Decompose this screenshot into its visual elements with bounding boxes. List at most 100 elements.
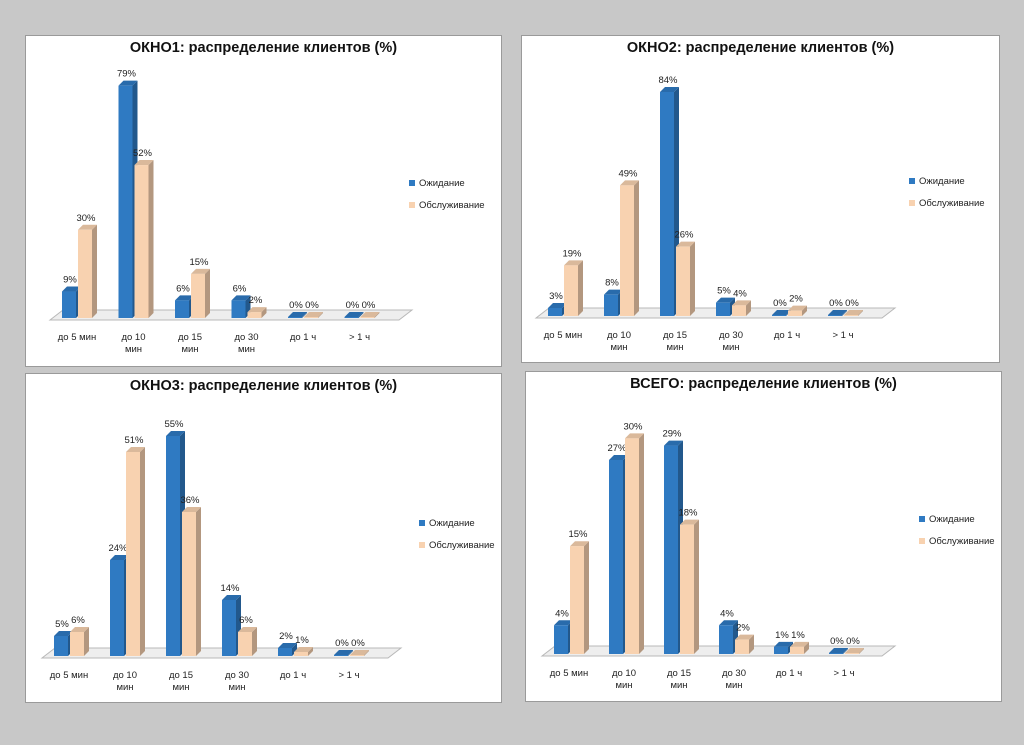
bar-service xyxy=(126,452,140,656)
bar-waiting xyxy=(110,560,124,656)
bar-side xyxy=(804,641,809,654)
legend-swatch-service xyxy=(909,200,915,206)
bar-top xyxy=(231,295,251,301)
x-tick-label: мин xyxy=(238,344,255,355)
bar-top xyxy=(247,307,267,313)
x-tick-label: до 10 xyxy=(121,332,145,343)
chart-panel-window2: ОКНО2: распределение клиентов (%) 3% 19% д… xyxy=(521,35,1000,363)
bar-side xyxy=(252,627,257,656)
bar-service xyxy=(238,632,252,656)
legend-label: Обслуживание xyxy=(929,536,995,547)
legend-swatch-waiting xyxy=(909,178,915,184)
bar-side xyxy=(302,312,307,318)
data-label: 84% xyxy=(658,75,678,86)
bar-top xyxy=(719,620,738,626)
bar-top xyxy=(70,627,89,632)
data-label: 14% xyxy=(220,583,240,594)
bar-top xyxy=(344,312,364,317)
bar-top xyxy=(182,507,201,512)
bar-top xyxy=(360,312,380,317)
bar-side xyxy=(318,312,323,318)
bar-service xyxy=(680,524,694,654)
data-label: 4% xyxy=(720,608,734,619)
bar-service xyxy=(134,165,149,318)
bar-waiting xyxy=(222,600,236,656)
bar-waiting xyxy=(554,625,568,654)
x-tick-label: до 5 мин xyxy=(58,332,96,343)
bar-top xyxy=(554,620,573,626)
bar-top xyxy=(350,650,369,655)
data-label: 15% xyxy=(189,257,209,268)
bar-service xyxy=(620,185,634,316)
data-label: 30% xyxy=(623,421,643,432)
bar-service xyxy=(732,305,746,316)
legend-label: Ожидание xyxy=(419,178,465,189)
bar-service xyxy=(570,546,584,654)
bar-waiting xyxy=(774,646,788,654)
data-label: 4% xyxy=(733,288,747,299)
data-label: 2% xyxy=(249,295,263,306)
data-label: 0% xyxy=(351,638,365,649)
bar-side xyxy=(802,305,807,316)
legend-swatch-service xyxy=(409,202,415,208)
bar-side xyxy=(639,433,644,654)
bar-top xyxy=(772,310,791,315)
bar-waiting xyxy=(829,653,843,654)
bar-top xyxy=(564,260,583,266)
legend-label: Ожидание xyxy=(929,514,975,525)
x-tick-label: до 1 ч xyxy=(774,330,800,341)
bar-service xyxy=(564,265,578,316)
data-label: 19% xyxy=(562,248,582,259)
data-label: 0% xyxy=(335,638,349,649)
x-tick-label: мин xyxy=(125,344,142,355)
bar-top xyxy=(126,447,145,452)
bar-top xyxy=(294,647,313,652)
x-tick-label: до 30 xyxy=(722,668,746,679)
bar-waiting xyxy=(344,317,359,318)
bar-top xyxy=(735,634,754,640)
x-tick-label: до 1 ч xyxy=(290,332,316,343)
x-tick-label: до 10 xyxy=(612,668,636,679)
x-tick-label: до 10 xyxy=(113,670,137,681)
bar-waiting xyxy=(660,92,674,316)
data-label: 49% xyxy=(618,168,638,179)
x-tick-label: до 15 xyxy=(178,332,202,343)
data-label: 5% xyxy=(717,286,731,297)
bar-top xyxy=(790,641,809,647)
legend-swatch-service xyxy=(419,542,425,548)
bar-side xyxy=(308,647,313,656)
bar-waiting xyxy=(716,302,730,316)
bar-top xyxy=(680,519,699,525)
bar-side xyxy=(148,160,154,318)
x-tick-label: до 5 мин xyxy=(550,668,588,679)
bar-top xyxy=(54,631,73,636)
bar-top xyxy=(78,224,97,230)
data-label: 0% xyxy=(289,300,303,311)
bar-top xyxy=(570,541,589,547)
bar-top xyxy=(609,454,628,460)
bar-side xyxy=(578,260,583,316)
legend-label: Обслуживание xyxy=(429,540,495,551)
bar-side xyxy=(843,648,848,654)
legend-swatch-waiting xyxy=(419,520,425,526)
bar-top xyxy=(222,595,241,600)
data-label: 26% xyxy=(674,230,694,241)
data-label: 0% xyxy=(773,298,787,309)
legend-label: Обслуживание xyxy=(419,200,485,211)
x-tick-label: > 1 ч xyxy=(833,668,854,679)
bar-service xyxy=(625,438,639,654)
bar-top xyxy=(774,641,793,647)
x-tick-label: до 15 xyxy=(663,330,687,341)
data-label: 30% xyxy=(76,213,96,224)
data-label: 0% xyxy=(305,300,319,311)
data-label: 2% xyxy=(736,623,750,634)
bar-service xyxy=(360,317,375,318)
bar-waiting xyxy=(62,291,76,318)
data-label: 9% xyxy=(63,275,77,286)
data-label: 0% xyxy=(362,300,376,311)
x-tick-label: мин xyxy=(725,680,742,691)
bar-top xyxy=(175,295,194,301)
data-label: 0% xyxy=(830,636,844,647)
x-tick-label: до 15 xyxy=(667,668,691,679)
